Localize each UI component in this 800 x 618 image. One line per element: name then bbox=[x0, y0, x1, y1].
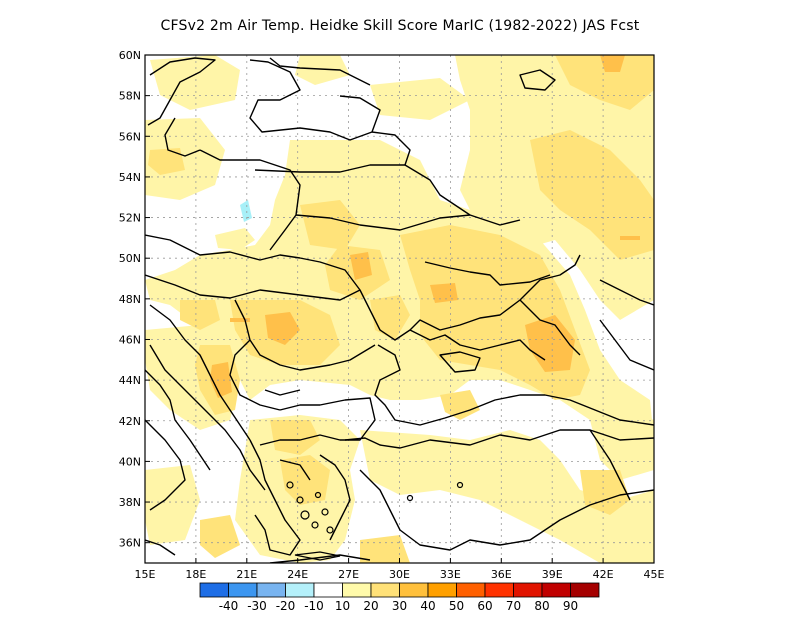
skill-30-40-regions bbox=[210, 55, 640, 398]
x-tick-label: 27E bbox=[338, 568, 359, 581]
x-tick-label: 30E bbox=[389, 568, 410, 581]
colorbar-label: -30 bbox=[247, 599, 267, 613]
y-tick-label: 46N bbox=[119, 333, 141, 346]
colorbar-label: 10 bbox=[335, 599, 350, 613]
colorbar-label: 50 bbox=[449, 599, 464, 613]
colorbar-label: 20 bbox=[363, 599, 378, 613]
y-tick-label: 56N bbox=[119, 130, 141, 143]
y-tick-label: 60N bbox=[119, 49, 141, 62]
y-tick-label: 38N bbox=[119, 496, 141, 509]
map-title: CFSv2 2m Air Temp. Heidke Skill Score Ma… bbox=[160, 18, 640, 34]
colorbar-swatch bbox=[484, 582, 514, 598]
colorbar-label: 40 bbox=[420, 599, 435, 613]
colorbar-swatch bbox=[313, 582, 343, 598]
x-tick-label: 24E bbox=[287, 568, 308, 581]
colorbar-label: 90 bbox=[563, 599, 578, 613]
colorbar-label: -10 bbox=[304, 599, 324, 613]
y-tick-label: 52N bbox=[119, 212, 141, 225]
colorbar-swatch bbox=[570, 582, 600, 598]
colorbar-label: 60 bbox=[477, 599, 492, 613]
y-tick-label: 36N bbox=[119, 537, 141, 550]
colorbar-swatch bbox=[541, 582, 571, 598]
colorbar-swatch bbox=[456, 582, 486, 598]
colorbar-swatch bbox=[199, 582, 229, 598]
colorbar-swatch bbox=[285, 582, 315, 598]
coastlines-borders bbox=[145, 57, 654, 563]
colorbar-swatch bbox=[256, 582, 286, 598]
colorbar-swatch bbox=[427, 582, 457, 598]
colorbar-swatch bbox=[513, 582, 543, 598]
colorbar-label: -20 bbox=[276, 599, 296, 613]
colorbar-label: 70 bbox=[506, 599, 521, 613]
x-tick-label: 45E bbox=[644, 568, 665, 581]
colorbar: -40 -30 -20 -10 10 20 30 40 50 60 70 80 90 bbox=[199, 582, 600, 613]
x-tick-label: 42E bbox=[593, 568, 614, 581]
colorbar-swatch bbox=[228, 582, 258, 598]
x-tick-label: 18E bbox=[185, 568, 206, 581]
y-tick-label: 48N bbox=[119, 293, 141, 306]
x-tick-label: 21E bbox=[236, 568, 257, 581]
y-tick-label: 50N bbox=[119, 252, 141, 265]
y-tick-label: 40N bbox=[119, 455, 141, 468]
colorbar-swatch bbox=[342, 582, 372, 598]
x-tick-label: 36E bbox=[491, 568, 512, 581]
y-tick-label: 58N bbox=[119, 90, 141, 103]
colorbar-label: -40 bbox=[219, 599, 239, 613]
colorbar-swatch bbox=[370, 582, 400, 598]
y-tick-label: 54N bbox=[119, 171, 141, 184]
y-tick-label: 44N bbox=[119, 374, 141, 387]
aegean-islands bbox=[286, 481, 464, 561]
skill-negative-patch bbox=[240, 200, 252, 222]
x-axis-ticks: 15E 18E 21E 24E 27E 30E 33E 36E 39E 42E 45E bbox=[135, 558, 665, 581]
colorbar-label: 30 bbox=[392, 599, 407, 613]
graticule bbox=[145, 55, 654, 563]
x-tick-label: 39E bbox=[542, 568, 563, 581]
colorbar-label: 80 bbox=[534, 599, 549, 613]
y-tick-label: 42N bbox=[119, 415, 141, 428]
colorbar-swatch bbox=[399, 582, 429, 598]
y-axis-ticks: 36N 38N 40N 42N 44N 46N 48N 50N 52N 54N 56N 58N 60N bbox=[119, 49, 150, 550]
x-tick-label: 15E bbox=[135, 568, 156, 581]
skill-fields bbox=[145, 55, 654, 563]
x-tick-label: 33E bbox=[440, 568, 461, 581]
